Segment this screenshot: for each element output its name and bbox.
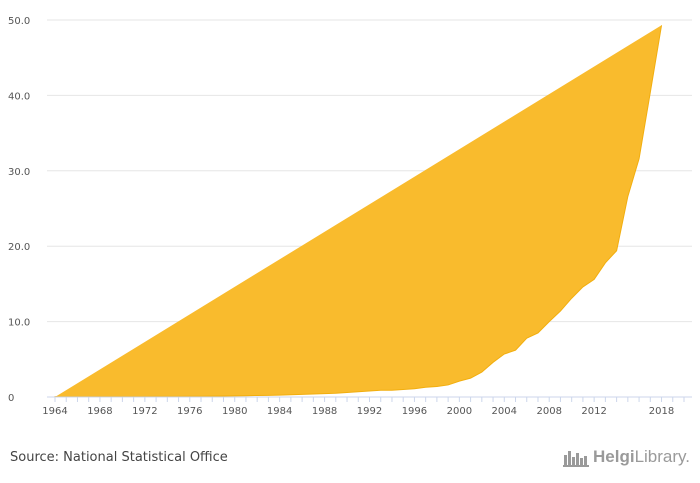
y-axis-ticks: 0 10.0 20.0 30.0 40.0 50.0	[8, 16, 30, 404]
x-tick-label: 1972	[132, 406, 157, 417]
x-axis-ticks: 1964 1968 1972 1976 1980 1984 1988 1992 1996 2000…	[42, 397, 685, 417]
x-tick-label: 1968	[87, 406, 112, 417]
x-tick-label: 1996	[402, 406, 427, 417]
brand-name-light: Library.	[634, 447, 690, 466]
x-tick-label: 1964	[42, 406, 67, 417]
x-tick-label: 1988	[312, 406, 337, 417]
brand-name: HelgiLibrary.	[593, 447, 690, 467]
brand-name-bold: Helgi	[593, 447, 635, 466]
x-tick-label: 2004	[492, 406, 517, 417]
y-tick-label: 10.0	[8, 318, 30, 329]
y-tick-label: 30.0	[8, 167, 30, 178]
y-tick-label: 20.0	[8, 242, 30, 253]
area-chart: 010.020.030.040.050.0 1964 1968 1972 1976 19…	[8, 16, 692, 417]
series-area	[54, 25, 663, 398]
x-tick-label: 2000	[447, 406, 472, 417]
x-tick-label: 2012	[581, 406, 606, 417]
x-tick-label: 1992	[357, 406, 382, 417]
y-tick-label: 40.0	[8, 91, 30, 102]
x-tick-label: 1980	[222, 406, 247, 417]
x-tick-label: 1984	[267, 406, 292, 417]
city-skyline-icon	[563, 451, 589, 467]
y-tick-label: 0	[8, 393, 14, 404]
helgilibrary-logo: HelgiLibrary.	[563, 447, 690, 467]
x-tick-label: 2008	[536, 406, 561, 417]
x-tick-label: 2018	[649, 406, 674, 417]
y-tick-label: 50.0	[8, 16, 30, 27]
source-note: Source: National Statistical Office	[10, 450, 228, 465]
x-tick-label: 1976	[177, 406, 202, 417]
